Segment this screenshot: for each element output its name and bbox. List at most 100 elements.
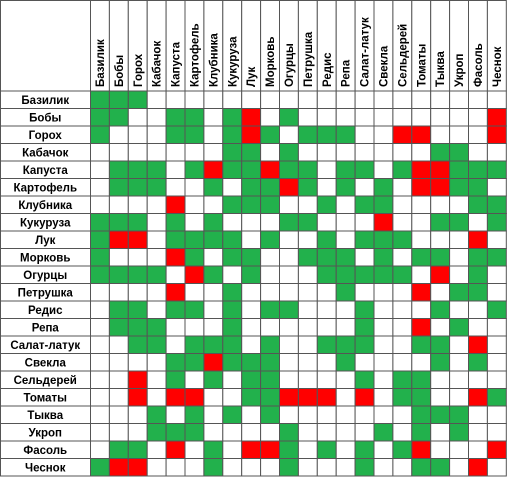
cell: [373, 318, 394, 337]
cell: [449, 353, 470, 372]
cell: [127, 335, 148, 354]
cell: [335, 335, 356, 354]
cell: [146, 353, 167, 372]
cell: [373, 108, 394, 127]
cell: [392, 90, 413, 109]
cell: [260, 335, 281, 354]
cell: [449, 125, 470, 144]
cell: [108, 283, 129, 302]
cell: [449, 300, 470, 319]
cell: [222, 248, 243, 267]
cell: [468, 300, 488, 319]
cell: [184, 195, 205, 214]
cell: [241, 178, 262, 197]
row-label: Редис: [28, 305, 63, 317]
column-label: Репа: [341, 59, 353, 87]
cell: [203, 440, 224, 459]
cell: [279, 125, 299, 144]
cell: [203, 353, 224, 372]
cell: [335, 248, 356, 267]
cell: [449, 90, 470, 109]
cell: [146, 318, 167, 337]
cell: [297, 195, 318, 214]
cell: [108, 300, 129, 319]
cell: [90, 213, 110, 232]
cell: [430, 90, 451, 109]
cell: [373, 195, 394, 214]
cell: [108, 213, 129, 232]
cell: [354, 440, 375, 459]
cell: [222, 283, 243, 302]
cell: [486, 143, 507, 162]
cell: [279, 160, 299, 179]
cell: [354, 265, 375, 284]
cell: [241, 423, 262, 442]
cell: [241, 318, 262, 337]
cell: [203, 90, 224, 109]
cell: [260, 143, 281, 162]
cell: [335, 440, 356, 459]
cell: [297, 178, 318, 197]
cell: [108, 458, 129, 477]
cell: [241, 143, 262, 162]
cell: [354, 195, 375, 214]
cell: [146, 370, 167, 389]
cell: [222, 318, 243, 337]
cell: [108, 248, 129, 267]
cell: [127, 458, 148, 477]
cell: [241, 125, 262, 144]
cell: [316, 283, 337, 302]
cell: [430, 405, 451, 424]
cell: [90, 90, 110, 109]
cell: [354, 300, 375, 319]
cell: [449, 213, 470, 232]
cell: [392, 300, 413, 319]
row-label: Чеснок: [25, 462, 66, 474]
cell: [373, 353, 394, 372]
cell: [279, 388, 299, 407]
cell: [392, 423, 413, 442]
cell: [279, 195, 299, 214]
cell: [203, 265, 224, 284]
cell: [392, 405, 413, 424]
cell: [222, 423, 243, 442]
cell: [430, 440, 451, 459]
cell: [430, 125, 451, 144]
column-label: Томаты: [416, 43, 428, 87]
cell: [241, 90, 262, 109]
row-label: Базилик: [21, 95, 69, 107]
cell: [316, 353, 337, 372]
cell: [316, 108, 337, 127]
cell: [108, 423, 129, 442]
cell: [184, 248, 205, 267]
cell: [222, 353, 243, 372]
cell: [165, 108, 186, 127]
cell: [486, 248, 507, 267]
cell: [430, 178, 451, 197]
cell: [203, 318, 224, 337]
cell: [222, 458, 243, 477]
cell: [335, 265, 356, 284]
cell: [354, 353, 375, 372]
cell: [430, 370, 451, 389]
cell: [392, 370, 413, 389]
cell: [449, 440, 470, 459]
cell: [165, 353, 186, 372]
row-label: Томаты: [24, 392, 68, 404]
cell: [392, 125, 413, 144]
cell: [354, 388, 375, 407]
row-label: Петрушка: [18, 287, 74, 299]
cell: [297, 353, 318, 372]
cell: [411, 440, 432, 459]
cell: [222, 108, 243, 127]
cell: [449, 160, 470, 179]
cell: [354, 90, 375, 109]
cell: [222, 265, 243, 284]
cell: [203, 160, 224, 179]
cell: [486, 335, 507, 354]
cell: [241, 160, 262, 179]
cell: [430, 265, 451, 284]
cell: [411, 160, 432, 179]
cell: [222, 178, 243, 197]
cell: [486, 370, 507, 389]
